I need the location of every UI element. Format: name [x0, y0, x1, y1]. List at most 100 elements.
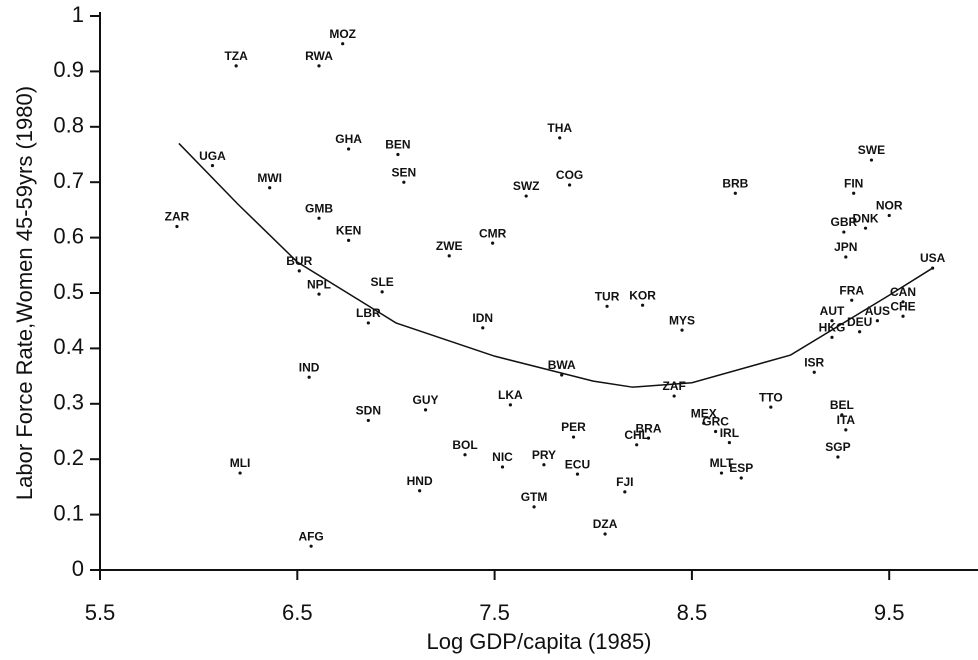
point: [769, 405, 773, 409]
point: [423, 408, 428, 412]
point-label: BWA: [548, 358, 576, 372]
point: [850, 298, 854, 302]
point: [481, 326, 485, 330]
point-label: IDN: [472, 311, 493, 325]
point-label: CHL: [624, 428, 649, 442]
point-label: SDN: [356, 404, 381, 418]
point-label: ZWE: [436, 239, 463, 253]
point: [646, 436, 651, 440]
point: [317, 292, 321, 296]
point: [558, 136, 562, 140]
point-label: GUY: [413, 393, 439, 407]
y-tick-label: 0.9: [53, 57, 84, 82]
point: [672, 394, 676, 398]
point: [567, 183, 572, 187]
point: [347, 238, 351, 242]
point: [524, 194, 528, 198]
point-label: UGA: [199, 149, 226, 163]
point: [887, 213, 891, 218]
y-tick-label: 0.2: [53, 445, 84, 470]
point-label: JPN: [834, 240, 857, 254]
point: [532, 505, 536, 509]
point-label: FJI: [616, 475, 633, 489]
point-label: BEN: [385, 138, 410, 152]
y-tick-label: 0.6: [53, 223, 84, 248]
point: [830, 335, 834, 339]
point-label: ITA: [837, 413, 856, 427]
point-label: NIC: [492, 450, 513, 464]
point: [447, 254, 451, 258]
point: [623, 490, 627, 494]
point-label: ECU: [565, 457, 590, 471]
point: [317, 64, 321, 68]
point: [402, 180, 406, 184]
point: [571, 435, 576, 439]
point: [508, 403, 512, 407]
point-label: MEX: [691, 406, 717, 420]
point: [210, 163, 215, 168]
y-tick-label: 0.5: [53, 279, 84, 304]
point-label: RWA: [305, 49, 333, 63]
point: [702, 421, 706, 425]
x-tick-label: 9.5: [874, 600, 905, 625]
point: [418, 489, 422, 493]
point-label: CAN: [890, 285, 916, 299]
y-tick-label: 1: [72, 2, 84, 27]
point-label: MWI: [257, 171, 282, 185]
point-label: COG: [556, 168, 583, 182]
y-axis-label: Labor Force Rate,Women 45-59yrs (1980): [12, 86, 37, 500]
point: [347, 147, 351, 151]
point: [719, 471, 724, 475]
x-tick-label: 6.5: [282, 600, 313, 625]
point-label: DEU: [847, 315, 872, 329]
x-axis-label: Log GDP/capita (1985): [426, 629, 651, 654]
point: [297, 269, 301, 273]
point-label: BEL: [830, 398, 854, 412]
point: [605, 304, 609, 308]
point-label: BOL: [452, 438, 477, 452]
point-label: ZAF: [662, 379, 685, 393]
point-label: SWZ: [513, 179, 540, 193]
point-label: TZA: [224, 49, 248, 63]
point: [491, 241, 495, 245]
point-label: MYS: [669, 313, 695, 327]
x-tick-label: 7.5: [479, 600, 510, 625]
point: [852, 191, 856, 195]
point: [234, 64, 238, 68]
point-label: MOZ: [329, 27, 356, 41]
point: [341, 42, 345, 46]
point-label: SEN: [392, 165, 417, 179]
point-label: BRB: [722, 176, 748, 190]
point: [836, 455, 840, 459]
point: [603, 532, 607, 536]
point-label: BRA: [636, 421, 662, 435]
point-label: THA: [547, 121, 572, 135]
fit-curve: [178, 142, 934, 388]
point-label: KEN: [336, 224, 361, 238]
point-label: NPL: [307, 277, 331, 291]
point: [844, 255, 848, 259]
point: [901, 300, 905, 304]
point-label: DZA: [593, 517, 618, 531]
point-label: TUR: [595, 289, 620, 303]
point: [366, 418, 370, 423]
point: [238, 471, 242, 475]
point-label: GBR: [830, 215, 857, 229]
y-tick-label: 0.3: [53, 390, 84, 415]
point: [560, 373, 564, 377]
y-tick-label: 0.1: [53, 500, 84, 525]
point-label: DNK: [853, 211, 879, 225]
point: [640, 303, 645, 307]
point: [727, 440, 731, 445]
point-label: KOR: [629, 288, 656, 302]
point: [901, 314, 905, 318]
point: [175, 224, 179, 229]
point-label: HND: [407, 474, 433, 488]
point-label: CMR: [479, 226, 507, 240]
point-label: MLI: [230, 456, 251, 470]
point-label: USA: [920, 251, 946, 265]
point: [307, 375, 311, 379]
point: [875, 319, 879, 323]
point: [500, 465, 505, 469]
